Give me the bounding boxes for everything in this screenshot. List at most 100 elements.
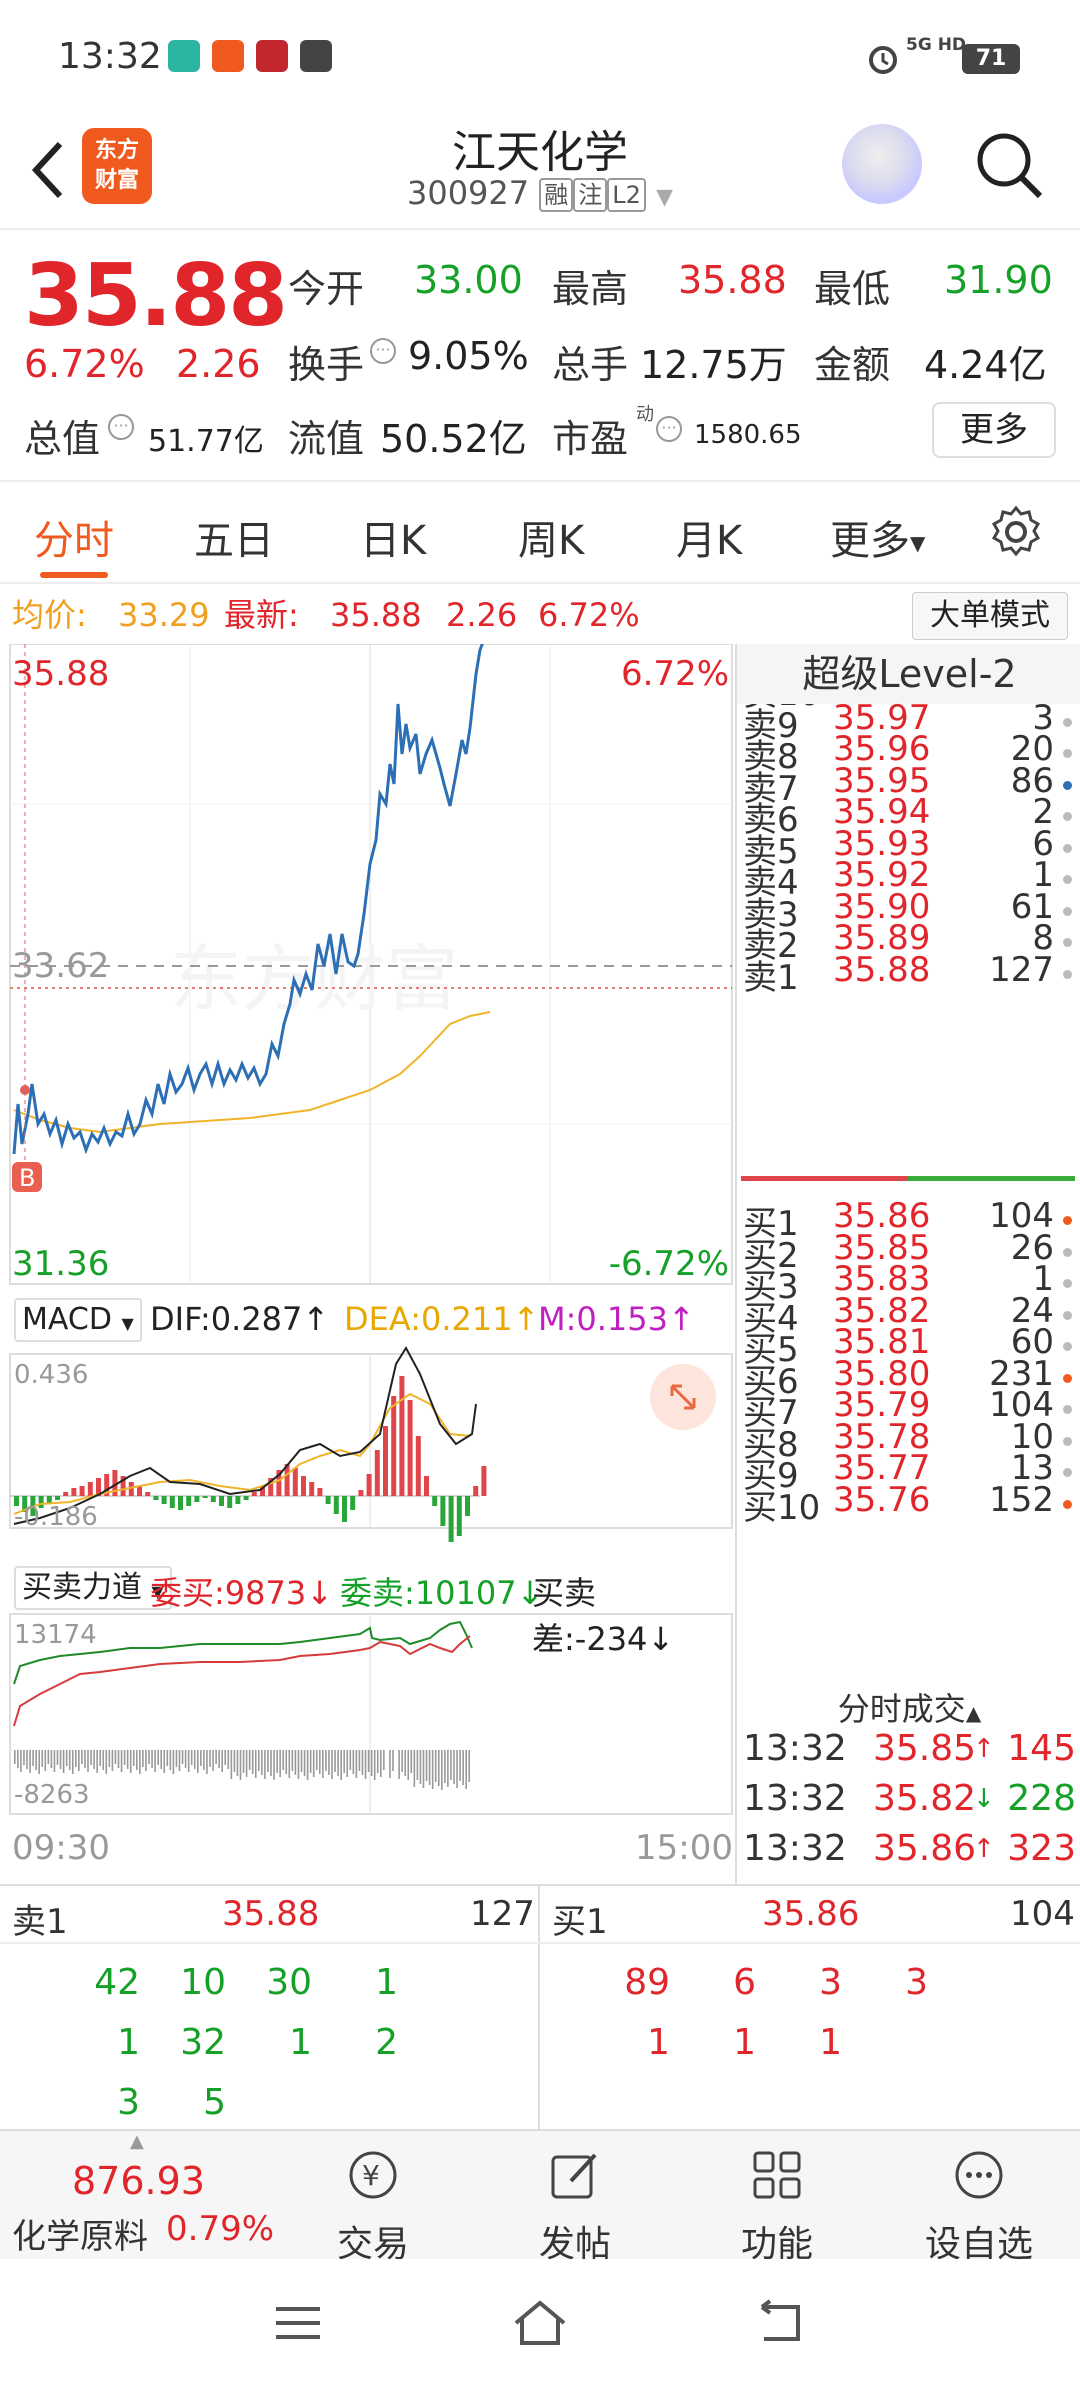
force-diff-bar: [190, 1750, 193, 1765]
ask-row[interactable]: 卖9 35.97 3: [737, 698, 1080, 746]
macd-bar: [55, 1496, 60, 1500]
index-widget[interactable]: ▲ 876.93 化学原料 0.79%: [0, 2131, 300, 2261]
caret-down-icon: ▼: [151, 1582, 164, 1601]
bid-row[interactable]: 买2 35.85 26: [737, 1228, 1080, 1276]
bid-row[interactable]: 买8 35.78 10: [737, 1417, 1080, 1465]
bid-row[interactable]: 买3 35.83 1: [737, 1259, 1080, 1307]
bid-row[interactable]: 买9 35.77 13: [737, 1448, 1080, 1496]
macd-max-label: 0.436: [14, 1360, 89, 1390]
ask-label: 卖4: [743, 863, 799, 903]
stock-header: 东方 财富 江天化学 300927 融注 L2 ▼: [0, 110, 1080, 230]
tiktok-icon: [300, 40, 332, 72]
expand-icon[interactable]: [650, 1364, 716, 1430]
ask-row[interactable]: 卖8 35.96 20: [737, 729, 1080, 777]
intraday-chart[interactable]: 东方财富 B 35.88 6.72% 33.62 31.36 -6.72% MA…: [0, 633, 735, 1884]
queue-buy-price: 35.86: [762, 1894, 860, 1934]
force-diff-bar: [41, 1750, 44, 1767]
ask-row[interactable]: 卖5 35.93 6: [737, 824, 1080, 872]
force-diff-bar: [285, 1750, 288, 1774]
macd-bar: [473, 1486, 479, 1496]
stock-code-line[interactable]: 300927 融注 L2 ▼: [340, 174, 740, 212]
tab-monthly-k[interactable]: 月K: [676, 518, 743, 564]
avg-price-bar: 均价: 33.29 最新: 35.88 2.26 6.72%: [0, 586, 1080, 644]
ask-row[interactable]: 卖4 35.92 1: [737, 855, 1080, 903]
force-diff-bar: [380, 1750, 382, 1777]
force-diff-bar: [59, 1750, 62, 1769]
info-icon[interactable]: ···: [656, 416, 682, 442]
macd-bar: [137, 1486, 142, 1496]
force-diff-bar: [331, 1750, 333, 1779]
big-order-mode-button[interactable]: 大单模式: [912, 592, 1068, 640]
force-selector-label: 买卖力道: [22, 1570, 142, 1605]
level2-title[interactable]: 超级Level-2: [737, 644, 1080, 704]
trade-direction-icon: ↑: [973, 1834, 995, 1864]
volume-value: 12.75万: [640, 343, 787, 387]
trades-header[interactable]: 分时成交▲: [737, 1684, 1080, 1730]
ask-row[interactable]: 卖1 35.88 127: [737, 950, 1080, 998]
force-diff-bar: [221, 1750, 223, 1772]
bid-row[interactable]: 买1 35.86 104: [737, 1196, 1080, 1244]
force-diff-bar: [422, 1750, 425, 1788]
force-diff-bar: [75, 1750, 77, 1767]
info-icon[interactable]: ···: [370, 338, 396, 364]
back-nav-icon[interactable]: [752, 2299, 808, 2347]
tab-more[interactable]: 更多▼: [830, 508, 925, 566]
back-icon[interactable]: [20, 128, 76, 212]
ask-price: 35.88: [833, 949, 931, 990]
bid-row[interactable]: 买6 35.80 231: [737, 1354, 1080, 1402]
force-diff-bar: [65, 1750, 68, 1766]
gear-icon[interactable]: [988, 504, 1044, 560]
bid-row[interactable]: 买5 35.81 60: [737, 1322, 1080, 1370]
force-diff-bar: [349, 1750, 352, 1770]
buy-marker[interactable]: [12, 1162, 42, 1192]
home-icon[interactable]: [510, 2297, 570, 2349]
tab-daily-k[interactable]: 日K: [360, 518, 427, 564]
ask-row[interactable]: 卖10 35.98 30: [737, 704, 1080, 714]
change-amount: 2.26: [176, 342, 261, 386]
search-icon[interactable]: [970, 126, 1050, 206]
bid-vol: 60: [1010, 1322, 1054, 1362]
system-nav-bar: [0, 2259, 1080, 2388]
app-notification-icon: [256, 40, 288, 72]
bid-row[interactable]: 买4 35.82 24: [737, 1291, 1080, 1339]
force-diff-bar: [258, 1750, 260, 1771]
latest-change: 2.26: [446, 596, 518, 634]
force-diff-bar: [47, 1750, 50, 1764]
assistant-robot-icon[interactable]: [842, 124, 922, 204]
order-book: 超级Level-2 卖10 35.98 30 卖9 35.97 3 卖8 35.96 20 卖7 3…: [735, 644, 1080, 1884]
sell-queue-order: 1: [289, 2022, 312, 2063]
macd-bar: [227, 1496, 233, 1508]
more-stats-button[interactable]: 更多: [932, 402, 1056, 458]
force-diff-bar: [291, 1750, 294, 1771]
macd-bar: [374, 1450, 380, 1496]
force-diff-bar: [312, 1750, 315, 1777]
brand-logo[interactable]: 东方 财富: [82, 128, 152, 204]
bid-price: 35.83: [833, 1259, 931, 1299]
ask-price: 35.89: [833, 918, 931, 958]
bid-row[interactable]: 买10 35.76 152: [737, 1480, 1080, 1528]
macd-selector[interactable]: MACD ▼: [14, 1298, 142, 1342]
macd-bar: [383, 1426, 388, 1496]
commission-sell-value: 委卖:10107: [340, 1574, 517, 1612]
ask-row[interactable]: 卖2 35.89 8: [737, 918, 1080, 966]
bid-price: 35.78: [833, 1416, 931, 1457]
force-diff-bar: [273, 1750, 275, 1780]
ask-row[interactable]: 卖6 35.94 2: [737, 792, 1080, 840]
ask-row[interactable]: 卖3 35.90 61: [737, 887, 1080, 935]
tab-intraday[interactable]: 分时: [34, 518, 114, 564]
force-diff-bar: [276, 1750, 278, 1773]
bid-dot-icon: [1063, 1342, 1072, 1351]
macd-bar: [186, 1496, 192, 1506]
menu-icon[interactable]: [272, 2303, 324, 2343]
tab-five-day[interactable]: 五日: [194, 518, 274, 564]
bid-dot-icon: [1063, 1373, 1072, 1383]
force-pane-frame: [9, 1613, 733, 1815]
macd-bar: [96, 1478, 101, 1496]
force-selector[interactable]: 买卖力道 ▼: [14, 1566, 172, 1610]
macd-bar: [350, 1496, 356, 1510]
ask-label: 卖10: [743, 704, 820, 714]
info-icon[interactable]: ···: [108, 414, 134, 440]
bid-row[interactable]: 买7 35.79 104: [737, 1385, 1080, 1433]
tab-weekly-k[interactable]: 周K: [518, 518, 585, 564]
ask-row[interactable]: 卖7 35.95 86: [737, 761, 1080, 809]
